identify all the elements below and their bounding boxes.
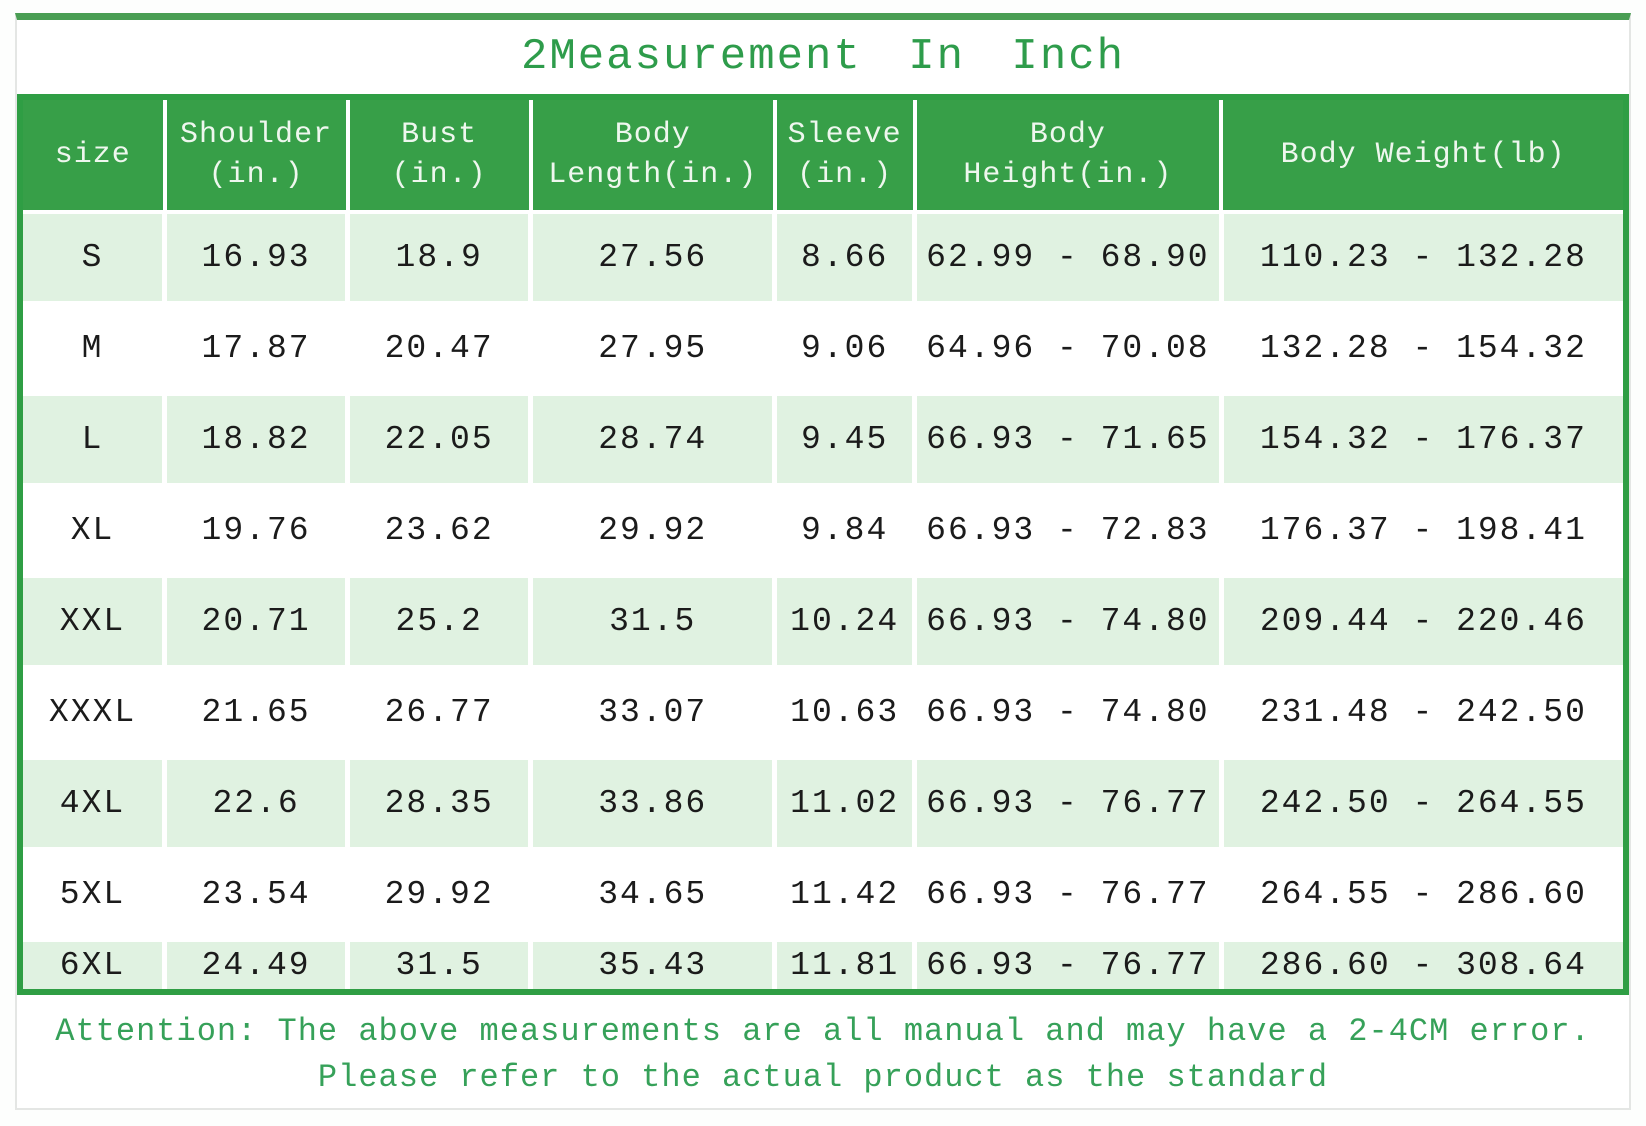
size-label: 6XL — [20, 938, 165, 992]
header-cell-sleeve: Sleeve (in.) — [772, 97, 915, 212]
cell-bust: 25.2 — [345, 574, 531, 667]
cell-bust: 23.62 — [345, 483, 531, 576]
cell-shoulder: 21.65 — [162, 665, 348, 758]
header-cell-body-weight: Body Weight(lb) — [1219, 97, 1626, 212]
cell-shoulder: 24.49 — [162, 938, 348, 992]
cell-shoulder: 23.54 — [162, 847, 348, 940]
cell-body-weight: 176.37 - 198.41 — [1218, 483, 1626, 576]
table-row-4xl: 4XL 22.6 28.35 33.86 11.02 66.93 - 76.77 242.5… — [20, 756, 1626, 849]
size-label: XXXL — [20, 665, 165, 758]
size-chart-container: 2Measurement In Inch size Shoulder (in.) Bu… — [15, 13, 1631, 1110]
cell-sleeve: 9.84 — [772, 483, 915, 576]
cell-sleeve: 8.66 — [772, 210, 915, 303]
cell-body-weight: 110.23 - 132.28 — [1218, 210, 1626, 303]
cell-sleeve: 9.06 — [772, 301, 915, 394]
cell-shoulder: 18.82 — [162, 392, 348, 485]
cell-sleeve: 9.45 — [772, 392, 915, 485]
cell-bust: 26.77 — [345, 665, 531, 758]
size-label: XL — [20, 483, 165, 576]
cell-shoulder: 22.6 — [162, 756, 348, 849]
cell-sleeve: 11.42 — [772, 847, 915, 940]
table-row-s: S 16.93 18.9 27.56 8.66 62.99 - 68.90 110.23 -… — [20, 210, 1626, 303]
table-row-xl: XL 19.76 23.62 29.92 9.84 66.93 - 72.83 176.37… — [20, 483, 1626, 576]
cell-body-length: 33.86 — [528, 756, 775, 849]
size-label: 4XL — [20, 756, 165, 849]
size-label: XXL — [20, 574, 165, 667]
cell-sleeve: 10.24 — [772, 574, 915, 667]
table-row-xxxl: XXXL 21.65 26.77 33.07 10.63 66.93 - 74.80 231… — [20, 665, 1626, 758]
cell-body-length: 27.56 — [528, 210, 775, 303]
cell-body-height: 62.99 - 68.90 — [912, 210, 1222, 303]
cell-bust: 20.47 — [345, 301, 531, 394]
cell-body-height: 66.93 - 71.65 — [912, 392, 1222, 485]
footer-note-line-1: Attention: The above measurements are al… — [55, 1013, 1591, 1050]
header-cell-body-height: Body Height(in.) — [912, 97, 1222, 212]
cell-body-weight: 231.48 - 242.50 — [1218, 665, 1626, 758]
size-label: L — [20, 392, 165, 485]
cell-shoulder: 20.71 — [162, 574, 348, 667]
cell-body-weight: 242.50 - 264.55 — [1218, 756, 1626, 849]
table-row-6xl: 6XL 24.49 31.5 35.43 11.81 66.93 - 76.77 286.6… — [20, 938, 1626, 992]
cell-body-length: 28.74 — [528, 392, 775, 485]
table-header-row: size Shoulder (in.) Bust (in.) Body Length(in.… — [20, 97, 1626, 212]
cell-body-weight: 209.44 - 220.46 — [1218, 574, 1626, 667]
cell-body-length: 31.5 — [528, 574, 775, 667]
header-cell-bust: Bust (in.) — [345, 97, 531, 212]
cell-body-height: 66.93 - 72.83 — [912, 483, 1222, 576]
table-row-m: M 17.87 20.47 27.95 9.06 64.96 - 70.08 132.28 … — [20, 301, 1626, 394]
size-measurement-table: size Shoulder (in.) Bust (in.) Body Length(in.… — [17, 94, 1629, 995]
cell-bust: 28.35 — [345, 756, 531, 849]
cell-body-weight: 132.28 - 154.32 — [1218, 301, 1626, 394]
cell-body-length: 34.65 — [528, 847, 775, 940]
cell-body-height: 66.93 - 74.80 — [912, 665, 1222, 758]
cell-body-length: 27.95 — [528, 301, 775, 394]
cell-shoulder: 16.93 — [162, 210, 348, 303]
cell-body-length: 33.07 — [528, 665, 775, 758]
cell-body-height: 64.96 - 70.08 — [912, 301, 1222, 394]
cell-body-height: 66.93 - 76.77 — [912, 847, 1222, 940]
header-cell-shoulder: Shoulder (in.) — [162, 97, 348, 212]
cell-body-height: 66.93 - 76.77 — [912, 756, 1222, 849]
size-label: M — [20, 301, 165, 394]
header-cell-size: size — [20, 97, 165, 212]
cell-bust: 18.9 — [345, 210, 531, 303]
page-title: 2Measurement In Inch — [520, 32, 1126, 82]
cell-shoulder: 17.87 — [162, 301, 348, 394]
footer-note-line-2: Please refer to the actual product as th… — [317, 1059, 1329, 1096]
cell-bust: 29.92 — [345, 847, 531, 940]
cell-sleeve: 11.02 — [772, 756, 915, 849]
size-label: 5XL — [20, 847, 165, 940]
cell-bust: 31.5 — [345, 938, 531, 992]
table-row-xxl: XXL 20.71 25.2 31.5 10.24 66.93 - 74.80 209.44… — [20, 574, 1626, 667]
cell-sleeve: 11.81 — [772, 938, 915, 992]
footer-note: Attention: The above measurements are al… — [17, 995, 1629, 1101]
table-row-l: L 18.82 22.05 28.74 9.45 66.93 - 71.65 154.32 … — [20, 392, 1626, 485]
table-row-5xl: 5XL 23.54 29.92 34.65 11.42 66.93 - 76.77 264.… — [20, 847, 1626, 940]
cell-bust: 22.05 — [345, 392, 531, 485]
cell-body-weight: 154.32 - 176.37 — [1218, 392, 1626, 485]
cell-body-weight: 286.60 - 308.64 — [1218, 938, 1626, 992]
cell-body-weight: 264.55 - 286.60 — [1218, 847, 1626, 940]
cell-body-height: 66.93 - 74.80 — [912, 574, 1222, 667]
cell-sleeve: 10.63 — [772, 665, 915, 758]
cell-shoulder: 19.76 — [162, 483, 348, 576]
cell-body-length: 29.92 — [528, 483, 775, 576]
cell-body-height: 66.93 - 76.77 — [912, 938, 1222, 992]
cell-body-length: 35.43 — [528, 938, 775, 992]
header-cell-body-length: Body Length(in.) — [528, 97, 775, 212]
size-label: S — [20, 210, 165, 303]
